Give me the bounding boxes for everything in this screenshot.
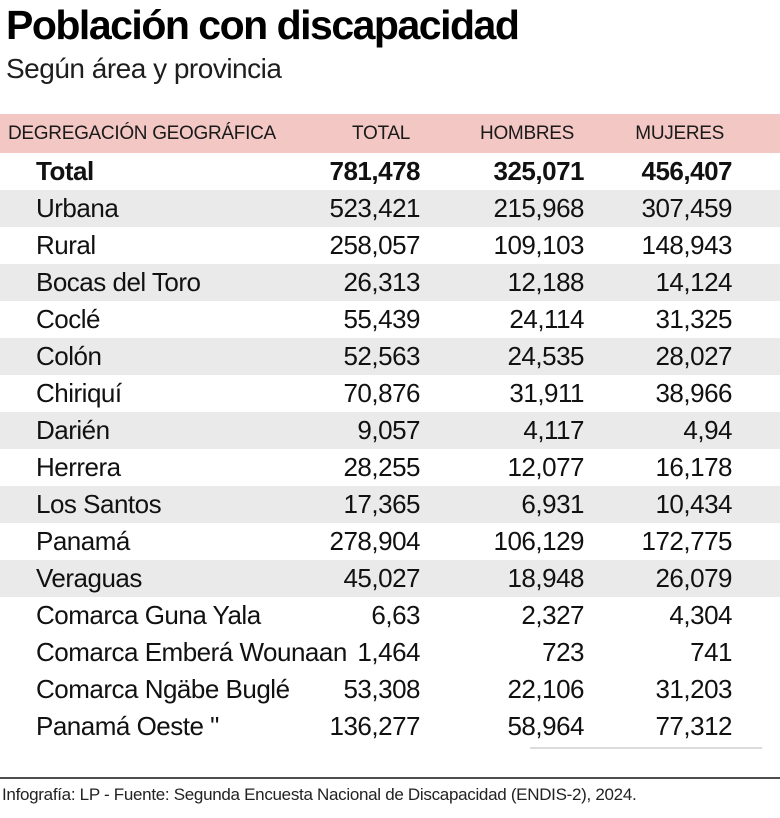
cell-total: 258,057: [329, 230, 421, 261]
row-label: Comarca Guna Yala: [36, 600, 261, 631]
cell-mujeres: 4,94: [683, 415, 732, 446]
cell-mujeres: 31,325: [655, 304, 732, 335]
cell-mujeres: 14,124: [655, 267, 732, 298]
cell-mujeres: 741: [690, 637, 732, 668]
cell-total: 45,027: [343, 563, 420, 594]
cell-hombres: 2,327: [521, 600, 584, 631]
cell-hombres: 325,071: [493, 156, 585, 187]
row-label: Los Santos: [36, 489, 162, 520]
cell-hombres: 106,129: [493, 526, 585, 557]
cell-total: 136,277: [329, 711, 421, 742]
table-row: Coclé 55,439 24,114 31,325: [0, 301, 780, 338]
infographic-page: Población con discapacidad Según área y …: [0, 4, 780, 805]
table-row: Colón 52,563 24,535 28,027: [0, 338, 780, 376]
table-row: Veraguas 45,027 18,948 26,079: [0, 560, 780, 598]
cell-total: 523,421: [329, 193, 421, 224]
cell-hombres: 31,911: [509, 378, 584, 409]
cell-mujeres: 148,943: [641, 230, 733, 261]
cell-mujeres: 31,203: [655, 674, 732, 705]
cell-total: 781,478: [329, 156, 421, 187]
cell-hombres: 24,114: [509, 304, 584, 335]
cell-hombres: 4,117: [523, 415, 584, 446]
row-label: Panamá: [36, 526, 130, 557]
source-text: Infografía: LP - Fuente: Segunda Encuest…: [2, 785, 637, 805]
cell-mujeres: 10,434: [655, 489, 732, 520]
row-label: Urbana: [36, 193, 119, 224]
table-row: Herrera 28,255 12,077 16,178: [0, 449, 780, 486]
column-header-geography: DEGREGACIÓN GEOGRÁFICA: [0, 114, 310, 154]
cell-hombres: 215,968: [493, 193, 585, 224]
cell-total: 70,876: [343, 378, 420, 409]
row-label: Total: [36, 156, 94, 187]
row-label: Colón: [36, 341, 102, 372]
column-header-total: TOTAL: [310, 114, 420, 154]
cell-hombres: 22,106: [507, 674, 584, 705]
table-row: Rural 258,057 109,103 148,943: [0, 227, 780, 264]
cell-hombres: 6,931: [521, 489, 584, 520]
population-table: DEGREGACIÓN GEOGRÁFICA TOTAL HOMBRES MUJ…: [0, 114, 780, 745]
table-row: Total 781,478 325,071 456,407: [0, 153, 780, 190]
cell-mujeres: 16,178: [655, 452, 732, 483]
row-label: Bocas del Toro: [36, 267, 201, 298]
cell-total: 17,365: [343, 489, 420, 520]
cell-total: 6,63: [371, 600, 420, 631]
row-label: Veraguas: [36, 563, 142, 594]
row-label: Coclé: [36, 304, 100, 335]
table-row: Chiriquí 70,876 31,911 38,966: [0, 375, 780, 412]
cell-total: 9,057: [357, 415, 420, 446]
cell-mujeres: 26,079: [655, 563, 732, 594]
table-row: Urbana 523,421 215,968 307,459: [0, 190, 780, 228]
cell-total: 52,563: [343, 341, 420, 372]
column-header-mujeres: MUJERES: [584, 114, 780, 154]
cell-mujeres: 172,775: [641, 526, 733, 557]
table-row: Panamá Oeste " 136,277 58,964 77,312: [0, 708, 780, 745]
page-subtitle: Según área y provincia: [6, 52, 282, 84]
table-row: Bocas del Toro 26,313 12,188 14,124: [0, 264, 780, 302]
cell-total: 28,255: [343, 452, 420, 483]
row-label: Panamá Oeste ": [36, 711, 219, 742]
cell-total: 26,313: [343, 267, 420, 298]
cell-mujeres: 28,027: [655, 341, 732, 372]
row-label: Comarca Ngäbe Buglé: [36, 674, 290, 705]
partial-underline-decoration: [530, 747, 762, 749]
cell-mujeres: 307,459: [641, 193, 733, 224]
cell-total: 278,904: [329, 526, 421, 557]
cell-total: 55,439: [343, 304, 420, 335]
column-header-hombres: HOMBRES: [420, 114, 584, 154]
cell-mujeres: 38,966: [655, 378, 732, 409]
table-row: Darién 9,057 4,117 4,94: [0, 412, 780, 450]
row-label: Rural: [36, 230, 96, 261]
cell-hombres: 58,964: [507, 711, 584, 742]
table-row: Comarca Emberá Wounaan 1,464 723 741: [0, 634, 780, 671]
cell-mujeres: 456,407: [641, 156, 733, 187]
cell-total: 1,464: [357, 637, 420, 668]
table-header-row: DEGREGACIÓN GEOGRÁFICA TOTAL HOMBRES MUJ…: [0, 114, 780, 154]
table-row: Comarca Ngäbe Buglé 53,308 22,106 31,203: [0, 671, 780, 708]
table-row: Los Santos 17,365 6,931 10,434: [0, 486, 780, 524]
table-row: Panamá 278,904 106,129 172,775: [0, 523, 780, 560]
footer: Infografía: LP - Fuente: Segunda Encuest…: [0, 777, 780, 805]
row-label: Comarca Emberá Wounaan: [36, 637, 347, 668]
cell-total: 53,308: [343, 674, 420, 705]
cell-hombres: 12,077: [507, 452, 584, 483]
row-label: Darién: [36, 415, 110, 446]
cell-hombres: 723: [542, 637, 584, 668]
row-label: Chiriquí: [36, 378, 122, 409]
page-title: Población con discapacidad: [6, 2, 520, 48]
cell-hombres: 109,103: [493, 230, 585, 261]
cell-mujeres: 77,312: [655, 711, 732, 742]
cell-hombres: 24,535: [507, 341, 584, 372]
cell-hombres: 12,188: [507, 267, 584, 298]
cell-hombres: 18,948: [507, 563, 584, 594]
table-row: Comarca Guna Yala 6,63 2,327 4,304: [0, 597, 780, 634]
row-label: Herrera: [36, 452, 121, 483]
cell-mujeres: 4,304: [669, 600, 732, 631]
